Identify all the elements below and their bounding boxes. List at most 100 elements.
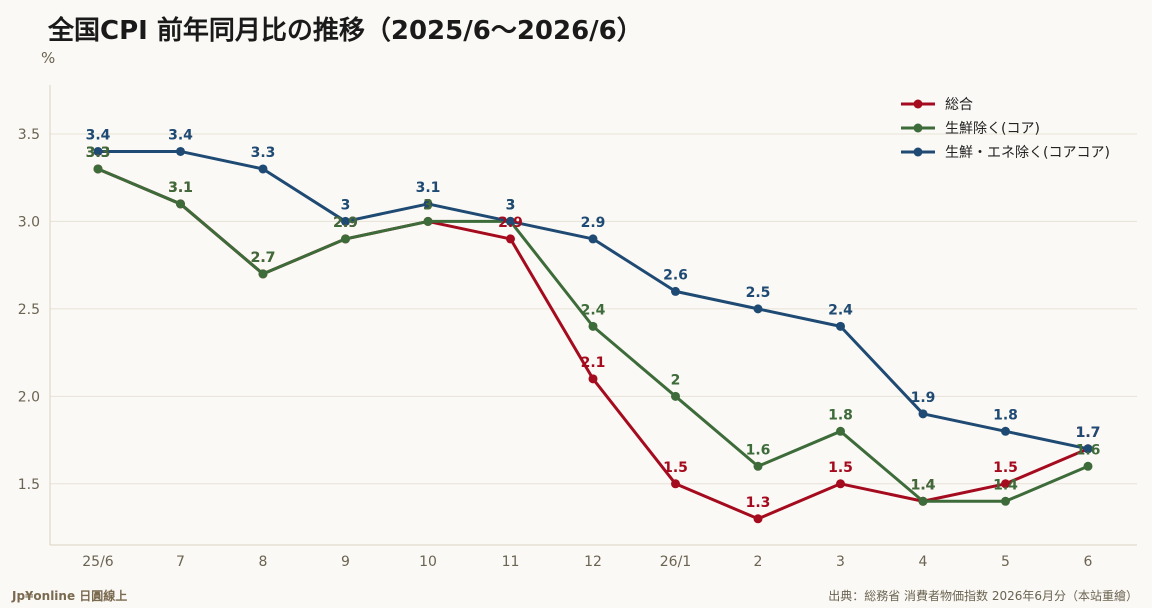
data-point: [753, 461, 763, 471]
data-point: [423, 199, 433, 209]
data-label: 3: [423, 197, 433, 213]
data-point: [258, 269, 268, 279]
data-label: 2: [671, 372, 681, 388]
data-point: [836, 479, 845, 489]
legend-label: 生鮮除く(コア): [945, 121, 1040, 137]
data-label: 1.8: [993, 407, 1018, 423]
data-point: [1001, 426, 1010, 436]
data-label: 1.4: [911, 477, 936, 493]
series-layer: [93, 146, 1093, 524]
series-line: [98, 149, 1089, 451]
x-tick-label: 4: [919, 554, 928, 570]
data-label: 2.9: [498, 215, 523, 231]
data-label: 3.3: [251, 145, 276, 161]
data-point: [588, 234, 598, 244]
data-label: 3.1: [168, 180, 193, 196]
x-tick-label: 5: [1001, 554, 1010, 570]
source-note: 出典：総務省 消費者物価指数 2026年6月分（本站重繪）: [828, 589, 1138, 603]
data-label-layer: 3.33.12.72.932.92.11.51.31.51.41.51.73.3…: [86, 127, 1101, 510]
data-label: 1.7: [1076, 425, 1101, 441]
x-tick-label: 8: [259, 554, 268, 570]
data-point: [1083, 444, 1093, 454]
data-label: 3.1: [416, 180, 441, 196]
legend-marker: [913, 147, 923, 157]
data-label: 2.9: [333, 215, 358, 231]
data-label: 1.8: [828, 407, 853, 423]
data-label: 3.3: [86, 145, 111, 161]
data-label: 2.5: [746, 285, 771, 301]
y-tick-label: 1.5: [18, 477, 40, 493]
x-tick-label: 11: [502, 554, 520, 570]
data-label: 3: [506, 197, 516, 213]
data-point: [341, 216, 350, 226]
y-tick-label: 3.5: [18, 127, 40, 143]
data-point: [918, 409, 928, 419]
data-point: [258, 164, 268, 174]
data-point: [588, 374, 598, 384]
data-label: 1.5: [993, 460, 1018, 476]
data-label: 2.4: [828, 302, 853, 318]
data-label: 1.4: [911, 477, 936, 493]
data-point: [423, 216, 433, 226]
x-tick-label: 9: [341, 554, 350, 570]
data-label: 2.4: [581, 302, 606, 318]
x-tick-label: 7: [176, 554, 185, 570]
data-label: 1.5: [828, 460, 853, 476]
brand-logo-text: Jp¥online 日圓線上: [12, 589, 128, 603]
data-point: [506, 234, 515, 244]
x-tick-label: 12: [584, 554, 602, 570]
data-label: 3.3: [86, 145, 111, 161]
x-tick-label: 2: [754, 554, 763, 570]
axes-layer: 1.5 2.0 2.5 3.0 3.5 25/6 7 8 9 10 11 12 26/1 2 3 4 5 6: [18, 85, 1137, 570]
data-label: 3: [506, 197, 516, 213]
x-tick-label: 25/6: [82, 554, 114, 570]
data-label: 2.6: [663, 267, 688, 283]
data-point: [753, 514, 763, 524]
legend-marker: [913, 123, 923, 133]
data-point: [1083, 461, 1093, 471]
data-label: 2.1: [581, 355, 606, 371]
data-point: [671, 391, 680, 401]
x-tick-label: 10: [419, 554, 437, 570]
data-label: 3: [423, 197, 433, 213]
data-point: [836, 321, 845, 331]
x-tick-label: 26/1: [660, 554, 691, 570]
y-tick-label: 2.0: [18, 389, 40, 405]
x-tick-label: 3: [836, 554, 845, 570]
y-tick-label: 2.5: [18, 302, 40, 318]
data-point: [506, 216, 515, 226]
data-label: 3.4: [86, 127, 111, 143]
data-label: 1.9: [911, 390, 936, 406]
legend-label: 生鮮・エネ除く(コアコア): [945, 145, 1110, 161]
data-label: 1.4: [993, 477, 1018, 493]
data-label: 3.1: [168, 180, 193, 196]
data-label: 2.7: [251, 250, 276, 266]
data-label: 3.4: [168, 127, 193, 143]
data-point: [1001, 496, 1010, 506]
legend-marker: [913, 99, 923, 109]
x-tick-label: 6: [1084, 554, 1093, 570]
data-point: [836, 426, 845, 436]
data-point: [93, 164, 103, 174]
data-label: 1.6: [746, 442, 771, 458]
data-label: 2.9: [333, 215, 358, 231]
data-point: [1001, 479, 1010, 489]
data-point: [93, 146, 103, 156]
data-label: 1.7: [1076, 425, 1101, 441]
data-label: 3: [341, 197, 351, 213]
y-axis-unit: %: [41, 49, 56, 67]
data-point: [753, 304, 763, 314]
data-point: [918, 496, 928, 506]
grid-layer: [50, 133, 1137, 485]
data-label: 2.9: [581, 215, 606, 231]
data-label: 1.6: [1076, 442, 1101, 458]
data-point: [671, 479, 680, 489]
legend-label: 総合: [945, 97, 973, 113]
data-label: 2.7: [251, 250, 276, 266]
data-point: [588, 321, 598, 331]
data-label: 1.3: [746, 495, 771, 511]
data-point: [176, 146, 185, 156]
data-label: 1.5: [663, 460, 688, 476]
